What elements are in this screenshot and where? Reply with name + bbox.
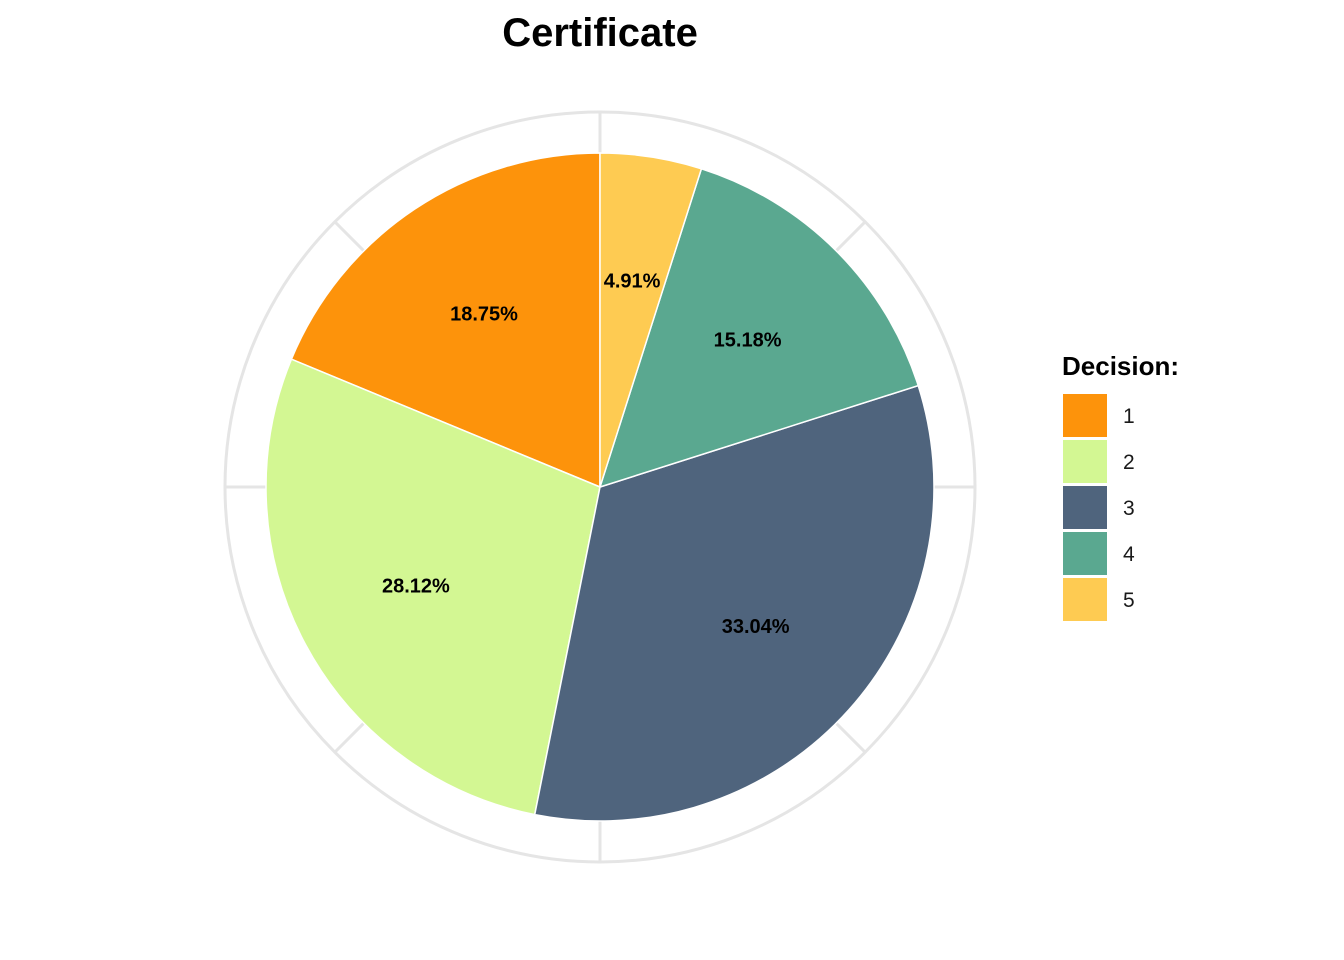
pie-slice-2	[265, 358, 601, 816]
legend-swatch-1	[1063, 394, 1107, 437]
legend-swatch-2	[1063, 440, 1107, 483]
slice-label-5: 4.91%	[604, 271, 661, 293]
legend: Decision: 1 2 3 4 5	[1062, 351, 1179, 621]
slice-label-1: 18.75%	[450, 303, 518, 325]
pie-slice-3	[533, 384, 935, 822]
pie-slice-5	[599, 152, 703, 488]
slice-label-3: 33.04%	[722, 616, 790, 638]
legend-label-5: 5	[1123, 589, 1135, 612]
slice-labels: 18.75% 28.12% 33.04% 15.18% 4.91%	[382, 271, 790, 638]
legend-label-2: 2	[1123, 451, 1135, 474]
pie-slices	[265, 152, 935, 822]
legend-label-1: 1	[1123, 405, 1135, 428]
slice-label-4: 15.18%	[714, 329, 782, 351]
legend-title: Decision:	[1062, 351, 1179, 381]
legend-swatch-5	[1063, 578, 1107, 621]
legend-swatch-4	[1063, 532, 1107, 575]
pie-slice-1	[290, 152, 601, 489]
legend-label-3: 3	[1123, 497, 1135, 520]
chart-title: Certificate	[502, 11, 698, 55]
legend-label-4: 4	[1123, 543, 1135, 566]
pie-slice-4	[598, 167, 920, 489]
legend-swatch-3	[1063, 486, 1107, 529]
slice-label-2: 28.12%	[382, 575, 450, 597]
